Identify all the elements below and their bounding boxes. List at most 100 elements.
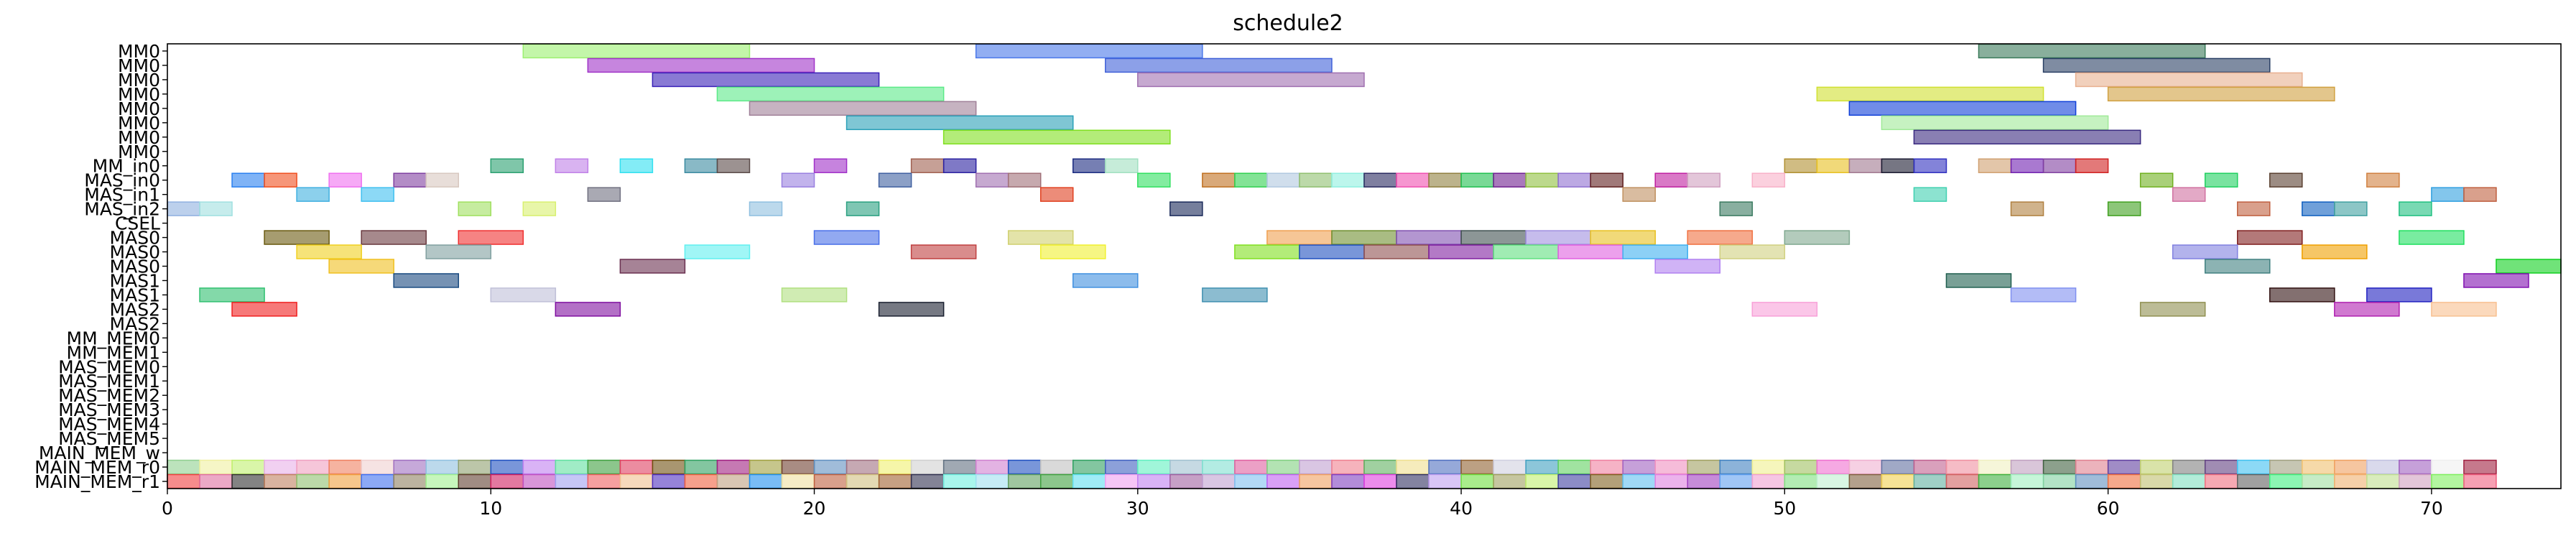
task-bar [2334, 201, 2368, 216]
task-bar [393, 172, 427, 188]
mem-r0-bar [1784, 459, 1818, 475]
mem-r1-bar [781, 473, 815, 489]
task-bar [1493, 244, 1559, 259]
mem-r1-bar [1169, 473, 1203, 489]
task-bar [716, 86, 945, 102]
x-tick-label: 10 [479, 498, 502, 519]
task-bar [2302, 201, 2335, 216]
mem-r0-bar [1202, 459, 1236, 475]
task-bar [1266, 172, 1300, 188]
task-bar [264, 230, 330, 245]
mem-r1-bar [231, 473, 265, 489]
task-bar [619, 158, 654, 173]
task-bar [1396, 172, 1430, 188]
task-bar [684, 244, 751, 259]
task-bar [942, 129, 1171, 145]
task-bar [716, 158, 751, 173]
mem-r0-bar [361, 459, 394, 475]
task-bar [2204, 259, 2271, 274]
task-bar [1363, 244, 1430, 259]
y-tick-label: MM_in0 [93, 156, 160, 177]
x-tick-label: 0 [162, 498, 173, 519]
mem-r1-bar [1007, 473, 1042, 489]
mem-r0-bar [264, 459, 297, 475]
task-bar [328, 172, 362, 188]
task-bar [167, 201, 200, 216]
task-bar [878, 302, 945, 317]
mem-r1-bar [1816, 473, 1850, 489]
mem-r1-bar [2236, 473, 2271, 489]
mem-r0-bar [2042, 459, 2077, 475]
mem-r0-bar [1493, 459, 1526, 475]
task-bar [1848, 158, 1883, 173]
task-bar [587, 57, 815, 73]
mem-r1-bar [1978, 473, 2012, 489]
task-bar [587, 187, 621, 202]
task-bar [1072, 158, 1106, 173]
task-bar [2042, 57, 2271, 73]
task-bar [1816, 158, 1850, 173]
task-bar [2463, 273, 2529, 288]
mem-r0-bar [296, 459, 330, 475]
mem-r0-bar [2139, 459, 2174, 475]
task-bar [1881, 158, 1915, 173]
mem-r0-bar [1525, 459, 1559, 475]
y-tick-label: MM0 [118, 55, 160, 76]
mem-r0-bar [522, 459, 557, 475]
mem-r1-bar [1784, 473, 1818, 489]
mem-r0-bar [199, 459, 233, 475]
task-bar [264, 172, 297, 188]
task-bar [2075, 72, 2303, 88]
mem-r0-bar [910, 459, 945, 475]
mem-r1-bar [1105, 473, 1139, 489]
mem-r1-bar [2107, 473, 2141, 489]
mem-r1-bar [1331, 473, 1365, 489]
task-bar [1007, 230, 1074, 245]
task-bar [2042, 158, 2077, 173]
task-bars [167, 43, 2562, 489]
mem-r1-bar [1493, 473, 1526, 489]
y-tick-label: MM_MEM0 [67, 328, 160, 348]
mem-r0-bar [1654, 459, 1689, 475]
task-bar [1234, 172, 1268, 188]
mem-r0-bar [975, 459, 1009, 475]
mem-r1-bar [1751, 473, 1786, 489]
task-bar [1719, 201, 1753, 216]
task-bar [1848, 101, 2077, 116]
task-bar [2075, 158, 2109, 173]
mem-r0-bar [1622, 459, 1656, 475]
y-tick-label: MM0 [118, 127, 160, 148]
mem-r0-bar [2334, 459, 2368, 475]
mem-r1-bar [2399, 473, 2432, 489]
mem-r1-bar [2172, 473, 2206, 489]
mem-r0-bar [1396, 459, 1430, 475]
mem-r1-bar [2204, 473, 2238, 489]
x-tick-label: 20 [803, 498, 826, 519]
mem-r1-bar [2463, 473, 2497, 489]
task-bar [393, 273, 459, 288]
task-bar [1590, 230, 1656, 245]
task-bar [1622, 187, 1656, 202]
y-tick-label: MM0 [118, 41, 160, 62]
task-bar [1493, 172, 1526, 188]
mem-r0-bar [1978, 459, 2012, 475]
task-bar [199, 287, 265, 302]
mem-r0-bar [1072, 459, 1106, 475]
task-bar [1460, 230, 1526, 245]
task-bar [2334, 302, 2400, 317]
task-bar [1331, 172, 1365, 188]
task-bar [1978, 158, 2012, 173]
task-bar [458, 201, 492, 216]
mem-r1-bar [1072, 473, 1106, 489]
task-bar [199, 201, 233, 216]
mem-r0-bar [1816, 459, 1850, 475]
mem-r1-bar [652, 473, 686, 489]
task-bar [458, 230, 524, 245]
y-tick-label: MAS2 [110, 313, 160, 334]
mem-r0-bar [1331, 459, 1365, 475]
task-bar [619, 259, 686, 274]
mem-r1-bar [264, 473, 297, 489]
task-bar [878, 172, 912, 188]
task-bar [2463, 187, 2497, 202]
